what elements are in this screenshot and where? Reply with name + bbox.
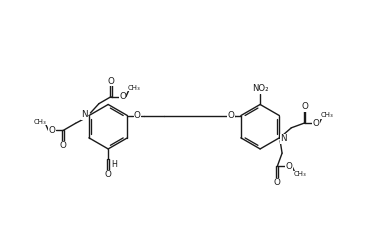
Text: O: O [227,111,234,120]
Text: CH₃: CH₃ [294,171,306,177]
Text: O: O [301,102,308,111]
Text: O: O [285,162,292,171]
Text: O: O [48,126,55,135]
Text: H: H [112,160,118,169]
Text: O: O [60,141,67,151]
Text: N: N [280,134,287,143]
Text: CH₃: CH₃ [34,119,46,124]
Text: O: O [105,170,112,179]
Text: O: O [274,178,281,187]
Text: NO₂: NO₂ [252,84,268,93]
Text: O: O [134,111,141,120]
Text: O: O [312,119,320,127]
Text: O: O [119,92,126,101]
Text: O: O [108,77,115,86]
Text: N: N [81,110,88,119]
Text: CH₃: CH₃ [127,85,140,91]
Text: CH₃: CH₃ [321,112,334,118]
